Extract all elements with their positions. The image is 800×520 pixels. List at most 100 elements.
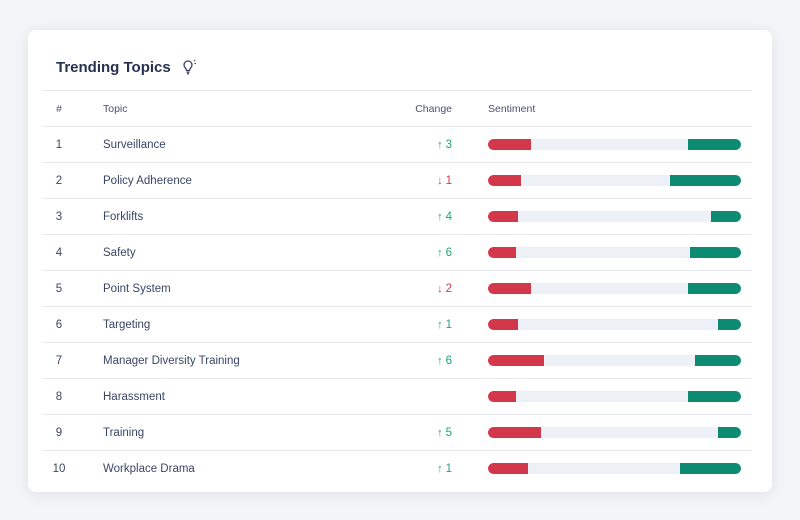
row-topic[interactable]: Workplace Drama — [103, 462, 195, 475]
positive-sentiment-segment — [690, 247, 741, 258]
row-rank: 4 — [55, 246, 63, 259]
row-rank: 6 — [55, 318, 63, 331]
negative-sentiment-segment — [488, 283, 531, 294]
negative-sentiment-segment — [488, 211, 519, 222]
change-value: 5 — [445, 426, 452, 439]
sentiment-bar — [488, 175, 741, 186]
row-rank: 3 — [55, 210, 63, 223]
sentiment-bar — [488, 211, 741, 222]
row-sentiment — [488, 355, 741, 366]
row-change: ↑ 4 — [363, 211, 452, 223]
change-value: 6 — [445, 354, 452, 367]
negative-sentiment-segment — [488, 319, 519, 330]
change-value: 1 — [445, 174, 452, 187]
trending-topics-card: Trending Topics # Topic Change Sentiment… — [28, 30, 772, 492]
row-topic[interactable]: Manager Diversity Training — [103, 354, 240, 367]
table-body: 1 Surveillance ↑ 3 2 Policy Adherence ↓ 1 3 Forkl… — [42, 126, 752, 486]
row-sentiment — [488, 391, 741, 402]
lightbulb-icon — [179, 58, 197, 76]
negative-sentiment-segment — [488, 139, 531, 150]
row-change: ↓ 1 — [363, 175, 452, 187]
change-value: 3 — [445, 138, 452, 151]
table-row[interactable]: 6 Targeting ↑ 1 — [42, 306, 752, 342]
row-change: ↑ 1 — [363, 463, 452, 475]
positive-sentiment-segment — [687, 391, 741, 402]
negative-sentiment-segment — [488, 247, 516, 258]
change-value: 1 — [445, 318, 452, 331]
row-rank: 7 — [55, 354, 63, 367]
negative-sentiment-segment — [488, 463, 529, 474]
change-value: 1 — [445, 462, 452, 475]
row-sentiment — [488, 175, 741, 186]
change-value: 6 — [445, 246, 452, 259]
sentiment-bar — [488, 139, 741, 150]
row-rank: 10 — [52, 462, 66, 475]
arrow-up-icon: ↑ — [437, 462, 443, 475]
row-topic[interactable]: Point System — [103, 282, 171, 295]
sentiment-bar — [488, 463, 741, 474]
row-change: ↑ 6 — [363, 247, 452, 259]
header-topic[interactable]: Topic — [103, 102, 128, 115]
sentiment-bar — [488, 355, 741, 366]
arrow-down-icon: ↓ — [437, 282, 443, 295]
positive-sentiment-segment — [687, 283, 741, 294]
table-row[interactable]: 9 Training ↑ 5 — [42, 414, 752, 450]
positive-sentiment-segment — [687, 139, 741, 150]
negative-sentiment-segment — [488, 427, 542, 438]
table-row[interactable]: 8 Harassment — [42, 378, 752, 414]
negative-sentiment-segment — [488, 175, 521, 186]
negative-sentiment-segment — [488, 355, 544, 366]
header-change[interactable]: Change — [415, 102, 452, 115]
row-topic[interactable]: Safety — [103, 246, 136, 259]
row-sentiment — [488, 139, 741, 150]
negative-sentiment-segment — [488, 391, 516, 402]
table-row[interactable]: 10 Workplace Drama ↑ 1 — [42, 450, 752, 486]
table-row[interactable]: 5 Point System ↓ 2 — [42, 270, 752, 306]
arrow-up-icon: ↑ — [437, 318, 443, 331]
table-row[interactable]: 4 Safety ↑ 6 — [42, 234, 752, 270]
row-topic[interactable]: Training — [103, 426, 145, 439]
row-rank: 9 — [55, 426, 63, 439]
table-row[interactable]: 7 Manager Diversity Training ↑ 6 — [42, 342, 752, 378]
row-topic[interactable]: Policy Adherence — [103, 174, 192, 187]
arrow-up-icon: ↑ — [437, 354, 443, 367]
arrow-up-icon: ↑ — [437, 426, 443, 439]
arrow-up-icon: ↑ — [437, 138, 443, 151]
row-topic[interactable]: Harassment — [103, 390, 165, 403]
row-sentiment — [488, 427, 741, 438]
header-num: # — [56, 102, 62, 115]
positive-sentiment-segment — [718, 319, 741, 330]
sentiment-bar — [488, 391, 741, 402]
arrow-down-icon: ↓ — [437, 174, 443, 187]
row-change: ↑ 1 — [363, 319, 452, 331]
row-sentiment — [488, 319, 741, 330]
table-row[interactable]: 2 Policy Adherence ↓ 1 — [42, 162, 752, 198]
arrow-up-icon: ↑ — [437, 246, 443, 259]
row-change: ↑ 6 — [363, 355, 452, 367]
positive-sentiment-segment — [695, 355, 741, 366]
row-change: ↑ 5 — [363, 427, 452, 439]
row-sentiment — [488, 283, 741, 294]
topics-table: # Topic Change Sentiment 1 Surveillance ↑ 3… — [42, 90, 752, 486]
row-topic[interactable]: Targeting — [103, 318, 151, 331]
sentiment-bar — [488, 247, 741, 258]
row-change: ↑ 3 — [363, 139, 452, 151]
row-sentiment — [488, 211, 741, 222]
row-rank: 2 — [55, 174, 63, 187]
table-row[interactable]: 1 Surveillance ↑ 3 — [42, 126, 752, 162]
positive-sentiment-segment — [680, 463, 741, 474]
row-change: ↓ 2 — [363, 283, 452, 295]
arrow-up-icon: ↑ — [437, 210, 443, 223]
row-sentiment — [488, 463, 741, 474]
row-topic[interactable]: Forklifts — [103, 210, 144, 223]
row-rank: 1 — [55, 138, 63, 151]
sentiment-bar — [488, 319, 741, 330]
change-value: 4 — [445, 210, 452, 223]
row-rank: 8 — [55, 390, 63, 403]
header-sentiment[interactable]: Sentiment — [488, 102, 536, 115]
row-topic[interactable]: Surveillance — [103, 138, 166, 151]
card-header: Trending Topics — [56, 44, 752, 90]
sentiment-bar — [488, 283, 741, 294]
positive-sentiment-segment — [670, 175, 741, 186]
table-row[interactable]: 3 Forklifts ↑ 4 — [42, 198, 752, 234]
